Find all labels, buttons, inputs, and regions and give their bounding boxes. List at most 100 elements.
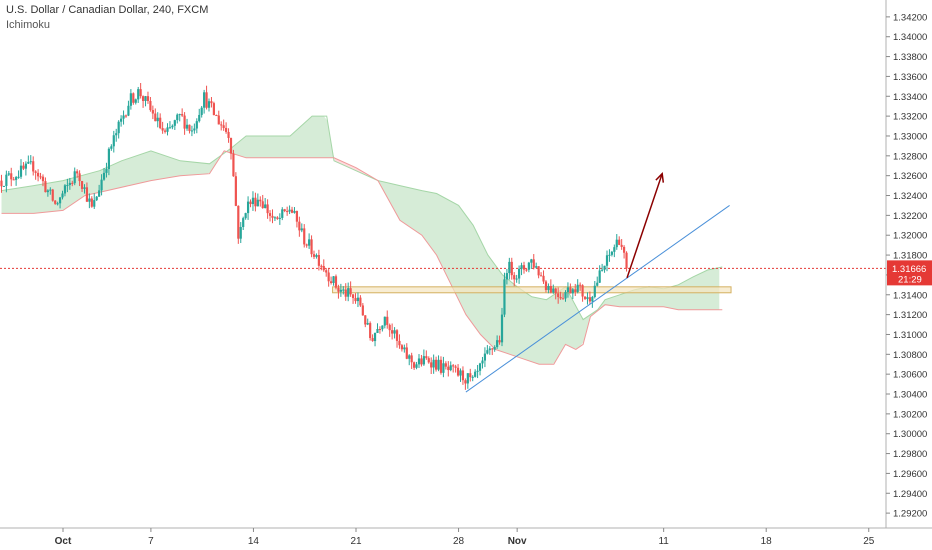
candle — [530, 258, 533, 269]
candle-body — [266, 204, 269, 214]
candle-body — [195, 121, 198, 129]
price-tick-label: 1.31200 — [893, 310, 927, 321]
candle-body — [88, 198, 91, 202]
candle-body — [378, 329, 382, 331]
candle-body — [325, 270, 328, 273]
candle-body — [251, 197, 255, 205]
symbol-title[interactable]: U.S. Dollar / Canadian Dollar, 240, FXCM — [6, 4, 209, 16]
candle-body — [476, 370, 479, 372]
drawings[interactable] — [465, 172, 730, 393]
candle-body — [557, 293, 560, 298]
candle — [2, 185, 6, 187]
candle — [559, 291, 562, 300]
candle — [598, 265, 601, 284]
candle-body — [298, 221, 301, 231]
candle — [593, 281, 596, 299]
price-tick-label: 1.33200 — [893, 112, 927, 123]
candle-body — [456, 367, 460, 376]
candle-body — [110, 146, 113, 149]
candle-body — [242, 218, 245, 227]
candle-body — [129, 93, 132, 106]
time-axis[interactable]: Oct 7 14 21 28 Nov 11 18 25 — [0, 527, 932, 547]
candle — [266, 199, 269, 219]
candle — [378, 326, 382, 334]
candle-body — [17, 176, 20, 178]
candle-body — [376, 329, 379, 334]
candle-body — [432, 359, 435, 368]
candle-body — [522, 265, 526, 270]
candle-body — [420, 358, 423, 365]
candle — [383, 316, 386, 329]
candle-body — [66, 185, 69, 187]
candle-body — [105, 169, 108, 173]
candle — [295, 210, 299, 228]
candle-body — [36, 172, 40, 177]
candle-body — [554, 288, 557, 294]
candle-body — [239, 226, 242, 239]
candle — [83, 184, 86, 194]
price-tick-label: 1.33600 — [893, 72, 927, 83]
candle — [244, 212, 247, 220]
candle-body — [134, 99, 137, 103]
candle — [207, 98, 211, 112]
candle — [434, 356, 438, 372]
candle-body — [493, 347, 496, 350]
price-tick-label: 1.30600 — [893, 370, 927, 381]
candle — [44, 177, 47, 193]
candle — [139, 82, 142, 99]
candle-body — [146, 96, 150, 101]
candle — [481, 356, 484, 369]
candle-body — [527, 262, 530, 270]
candle — [547, 283, 550, 294]
candle — [549, 279, 552, 294]
candle — [46, 189, 49, 197]
candle — [105, 162, 108, 178]
candle-body — [83, 187, 86, 189]
candle-body — [44, 181, 47, 193]
candle-body — [474, 371, 477, 377]
candle — [203, 89, 206, 114]
candle-body — [68, 182, 71, 186]
candle-body — [329, 281, 333, 283]
candle-body — [400, 345, 404, 350]
price-tick-label: 1.33800 — [893, 52, 927, 63]
price-box-countdown: 21:29 — [898, 274, 922, 285]
candle — [19, 159, 23, 179]
candle-body — [190, 130, 194, 132]
candle — [518, 265, 521, 284]
candle — [146, 91, 150, 104]
candle — [564, 290, 567, 302]
candle-body — [369, 323, 372, 339]
candle — [615, 234, 618, 250]
candle-body — [132, 93, 135, 103]
candle — [513, 272, 516, 287]
candle-body — [579, 284, 582, 286]
candle — [361, 303, 364, 316]
candle-body — [593, 285, 596, 298]
candle-body — [225, 127, 228, 132]
candle — [195, 118, 198, 134]
candle-body — [537, 266, 540, 276]
candle-body — [444, 363, 447, 367]
candle — [254, 192, 257, 212]
price-axis[interactable]: 1.34200 1.34000 1.33800 1.33600 1.33400 1.332… — [885, 0, 927, 528]
candle — [391, 323, 394, 340]
candle-body — [256, 199, 259, 207]
indicator-label[interactable]: Ichimoku — [6, 19, 51, 31]
candle-body — [552, 288, 555, 293]
price-box — [887, 260, 932, 286]
candle — [95, 196, 98, 201]
candle — [273, 216, 277, 222]
candle — [132, 92, 135, 105]
candle — [322, 259, 325, 272]
candle — [36, 169, 40, 182]
candle-body — [559, 297, 562, 299]
candle — [93, 193, 96, 209]
candle — [432, 354, 435, 374]
candle — [5, 170, 8, 193]
candle-body — [268, 213, 272, 216]
candle-body — [496, 340, 499, 348]
candle — [588, 291, 592, 305]
candle — [439, 356, 443, 375]
